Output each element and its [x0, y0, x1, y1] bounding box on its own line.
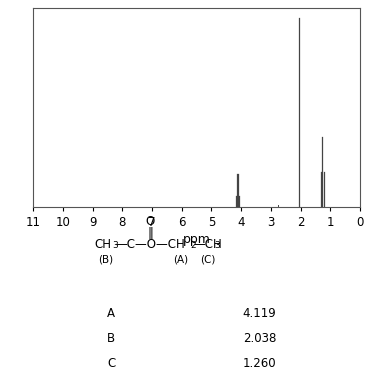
- Text: 2.038: 2.038: [243, 332, 276, 345]
- Text: 1.260: 1.260: [243, 357, 276, 370]
- Text: (B): (B): [98, 255, 113, 265]
- Text: O: O: [146, 215, 155, 228]
- X-axis label: ppm: ppm: [183, 233, 211, 246]
- Text: 4.119: 4.119: [243, 307, 276, 320]
- Text: 2: 2: [190, 241, 196, 250]
- Text: (A): (A): [174, 255, 188, 265]
- Text: 3: 3: [112, 241, 118, 250]
- Text: (C): (C): [200, 255, 216, 265]
- Text: B: B: [107, 332, 115, 345]
- Text: —CH: —CH: [194, 238, 222, 251]
- Text: 3: 3: [214, 241, 220, 250]
- Text: —C—O—CH: —C—O—CH: [116, 238, 186, 251]
- Text: A: A: [107, 307, 115, 320]
- Text: CH: CH: [95, 238, 112, 251]
- Text: C: C: [107, 357, 115, 370]
- Text: ‖: ‖: [147, 227, 153, 240]
